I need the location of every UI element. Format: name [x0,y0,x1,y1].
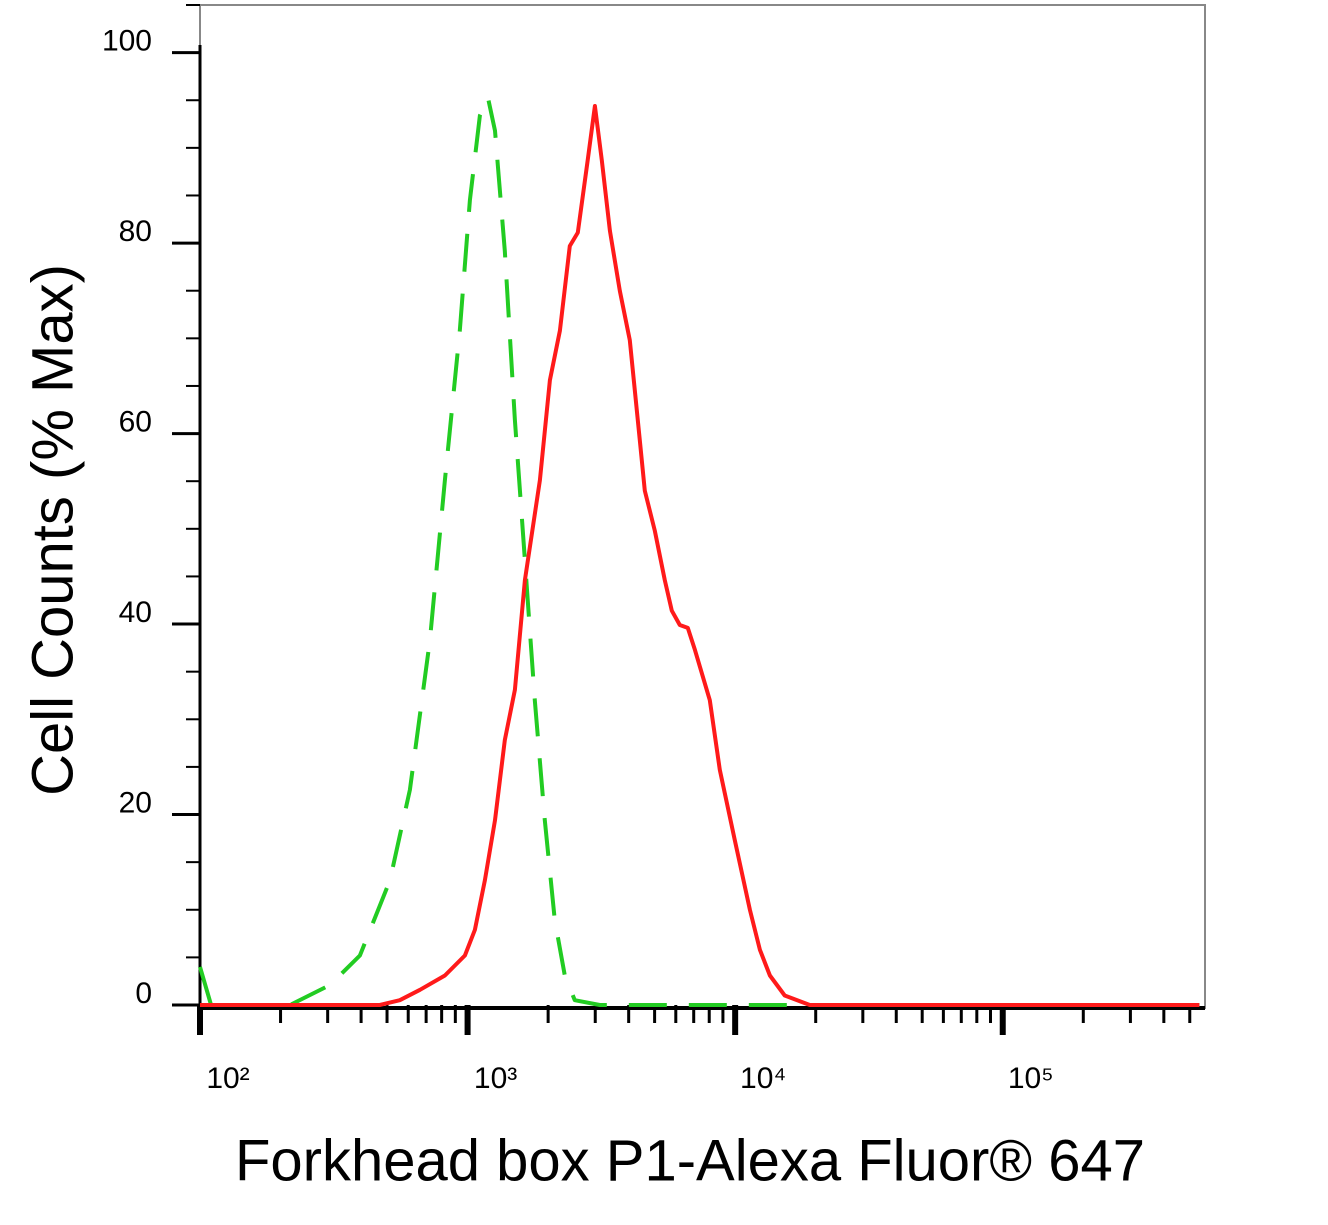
y-tick-label: 80 [119,215,152,248]
y-axis-label: Cell Counts (% Max) [20,264,85,796]
x-axis-label: Forkhead box P1-Alexa Fluor® 647 [235,1128,1145,1193]
y-tick-label: 100 [102,25,152,58]
y-tick-label: 60 [119,405,152,438]
y-tick-label: 40 [119,596,152,629]
x-tick-label: 10⁴ [740,1062,786,1095]
x-tick-label: 10³ [474,1062,517,1095]
plot-frame [199,4,1206,1009]
x-tick-label: 10⁵ [1008,1062,1054,1095]
y-tick-label: 20 [119,786,152,819]
series-line [200,104,1200,1007]
x-tick-label: 10² [206,1062,249,1095]
series-line [198,95,1200,1007]
y-tick-label: 0 [135,977,152,1010]
